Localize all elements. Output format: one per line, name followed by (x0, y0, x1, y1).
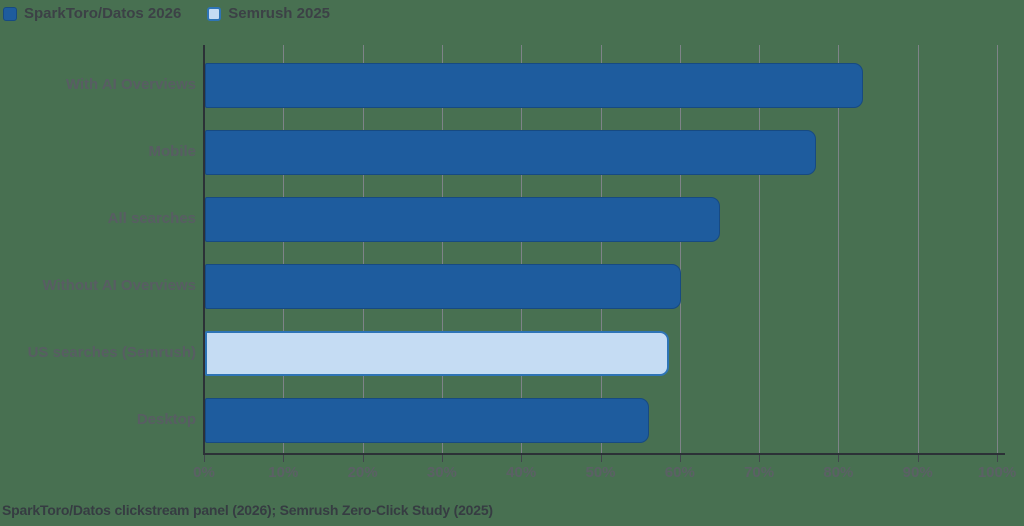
plot-area: 0% 10% 20% 30% 40% 50% 60% 70% 80% 90% 100% (193, 45, 1016, 481)
legend-swatch-sparktoro-icon (3, 6, 17, 21)
tick-mark-80 (838, 455, 840, 462)
gridline-80 (838, 45, 840, 453)
x-tick-label-50: 50% (585, 464, 616, 481)
tick-mark-90 (917, 455, 919, 462)
source-note: SparkToro/Datos clickstream panel (2026)… (2, 502, 493, 518)
legend-item-sparktoro: SparkToro/Datos 2026 (3, 5, 181, 22)
gridline-60 (679, 45, 681, 453)
x-tick-label-20: 20% (347, 464, 378, 481)
category-label-us-searches-semrush: US searches (Semrush) (27, 344, 196, 361)
bar-mobile (205, 130, 816, 175)
tick-mark-0 (204, 455, 205, 462)
gridline-90 (917, 45, 919, 453)
x-tick-label-80: 80% (823, 464, 854, 481)
category-label-without-ai-overviews: Without AI Overviews (42, 277, 196, 294)
x-tick-label-30: 30% (426, 464, 457, 481)
legend-label-semrush: Semrush 2025 (228, 5, 331, 22)
tick-mark-20 (362, 455, 364, 462)
tick-mark-100 (997, 455, 998, 462)
gridline-40 (521, 45, 523, 453)
bar-desktop (205, 398, 650, 443)
x-tick-label-90: 90% (902, 464, 933, 481)
chart-legend: SparkToro/Datos 2026 Semrush 2025 (3, 5, 330, 22)
category-label-mobile: Mobile (148, 143, 197, 160)
tick-mark-10 (283, 455, 285, 462)
x-tick-label-10: 10% (268, 464, 299, 481)
legend-swatch-semrush-icon (207, 6, 222, 21)
x-tick-label-60: 60% (664, 464, 695, 481)
category-label-with-ai-overviews: With AI Overviews (65, 76, 196, 93)
x-tick-label-40: 40% (506, 464, 537, 481)
gridline-20 (362, 45, 364, 453)
gridline-10 (283, 45, 285, 453)
x-axis-line (203, 453, 1005, 455)
category-label-all-searches: All searches (107, 210, 196, 227)
bar-all-searches (205, 197, 721, 242)
tick-mark-30 (441, 455, 443, 462)
x-tick-label-0: 0% (193, 464, 215, 481)
legend-label-sparktoro: SparkToro/Datos 2026 (24, 5, 182, 22)
tick-mark-40 (521, 455, 523, 462)
y-axis-line (203, 45, 205, 455)
tick-mark-70 (759, 455, 761, 462)
x-tick-label-70: 70% (744, 464, 775, 481)
x-tick-label-100: 100% (977, 464, 1017, 481)
tick-mark-60 (679, 455, 681, 462)
gridline-30 (441, 45, 443, 453)
legend-item-semrush: Semrush 2025 (207, 5, 330, 22)
bar-us-searches-semrush (205, 331, 669, 376)
bar-with-ai-overviews (205, 63, 864, 108)
gridline-100 (997, 45, 998, 453)
bar-without-ai-overviews (205, 264, 681, 309)
gridline-50 (600, 45, 602, 453)
gridline-70 (759, 45, 761, 453)
tick-mark-50 (600, 455, 602, 462)
category-label-desktop: Desktop (136, 411, 196, 428)
